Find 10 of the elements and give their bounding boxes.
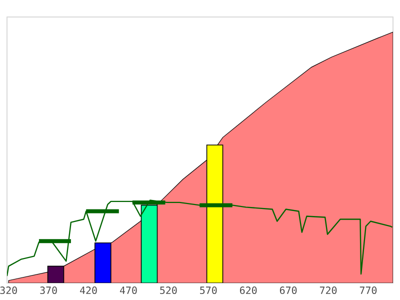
x-tick-label: 720: [320, 286, 337, 294]
x-tick-label: 570: [200, 286, 217, 294]
x-tick-label: 620: [240, 286, 257, 294]
x-tick-label: 520: [160, 286, 177, 294]
x-tick-label: 320: [0, 286, 17, 294]
x-tick-label: 670: [280, 286, 297, 294]
x-tick-label: 420: [80, 286, 97, 294]
x-tick-label: 370: [40, 286, 57, 294]
x-tick-label: 470: [120, 286, 137, 294]
x-tick-label: 770: [360, 286, 377, 294]
